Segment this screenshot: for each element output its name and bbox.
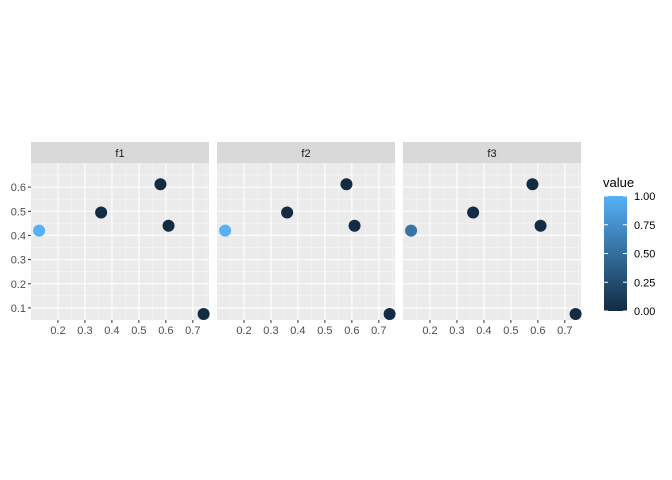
x-tick-label: 0.2 bbox=[236, 325, 251, 337]
x-tick-label: 0.3 bbox=[263, 325, 278, 337]
x-tick-label: 0.4 bbox=[476, 325, 491, 337]
x-tick-label: 0.5 bbox=[317, 325, 332, 337]
legend-title: value bbox=[603, 175, 634, 190]
facet-strip bbox=[31, 142, 209, 163]
y-tick-label: 0.6 bbox=[11, 182, 26, 194]
x-tick-label: 0.2 bbox=[422, 325, 437, 337]
facet-panel-f1: f1 0.2 0.3 0.4 0.5 0.6 0.7 0.1 0.2 0.3 0.4 0.5 0.6 bbox=[11, 142, 210, 337]
legend-label: 0.00 bbox=[634, 306, 655, 318]
facet-strip-label: f1 bbox=[115, 148, 124, 160]
facet-panel-f3: f3 0.2 0.3 0.4 0.5 0.6 0.7 bbox=[403, 142, 582, 337]
x-tick-label: 0.6 bbox=[344, 325, 359, 337]
data-point bbox=[162, 219, 175, 232]
x-tick-label: 0.6 bbox=[530, 325, 545, 337]
data-point bbox=[219, 224, 232, 237]
x-tick-label: 0.6 bbox=[158, 325, 173, 337]
x-tick-label: 0.7 bbox=[185, 325, 200, 337]
x-tick-label: 0.7 bbox=[371, 325, 386, 337]
x-tick-label: 0.5 bbox=[503, 325, 518, 337]
data-point bbox=[383, 307, 396, 320]
y-tick-label: 0.2 bbox=[11, 279, 26, 291]
facet-strip-label: f2 bbox=[301, 148, 310, 160]
x-tick-label: 0.3 bbox=[77, 325, 92, 337]
legend-label: 1.00 bbox=[634, 191, 655, 203]
facet-panel-f2: f2 0.2 0.3 0.4 0.5 0.6 0.7 bbox=[217, 142, 396, 337]
data-point bbox=[569, 307, 582, 320]
data-point bbox=[534, 219, 547, 232]
y-tick-label: 0.5 bbox=[11, 206, 26, 218]
data-point bbox=[95, 206, 108, 219]
x-tick-label: 0.2 bbox=[50, 325, 65, 337]
x-tick-label: 0.4 bbox=[104, 325, 119, 337]
data-point bbox=[33, 224, 46, 237]
legend-label: 0.75 bbox=[634, 220, 655, 232]
data-point bbox=[405, 224, 418, 237]
x-tick-label: 0.5 bbox=[131, 325, 146, 337]
data-point bbox=[526, 178, 539, 191]
data-point bbox=[154, 178, 167, 191]
y-tick-label: 0.3 bbox=[11, 255, 26, 267]
legend-label: 0.50 bbox=[634, 249, 655, 261]
x-tick-label: 0.7 bbox=[557, 325, 572, 337]
y-tick-label: 0.4 bbox=[11, 230, 26, 242]
legend-colorbar bbox=[604, 196, 627, 311]
data-point bbox=[348, 219, 361, 232]
y-tick-label: 0.1 bbox=[11, 303, 26, 315]
facet-strip bbox=[403, 142, 581, 163]
data-point bbox=[467, 206, 480, 219]
facet-panels: f10.2 0.3 0.4 0.5 0.6 0.70.10.20.30.40.50.6f2… bbox=[11, 142, 582, 337]
data-point bbox=[340, 178, 353, 191]
x-tick-label: 0.3 bbox=[449, 325, 464, 337]
legend-label: 0.25 bbox=[634, 277, 655, 289]
x-tick-label: 0.4 bbox=[290, 325, 305, 337]
facet-strip bbox=[217, 142, 395, 163]
data-point bbox=[281, 206, 294, 219]
facet-strip-label: f3 bbox=[487, 148, 496, 160]
data-point bbox=[197, 307, 210, 320]
